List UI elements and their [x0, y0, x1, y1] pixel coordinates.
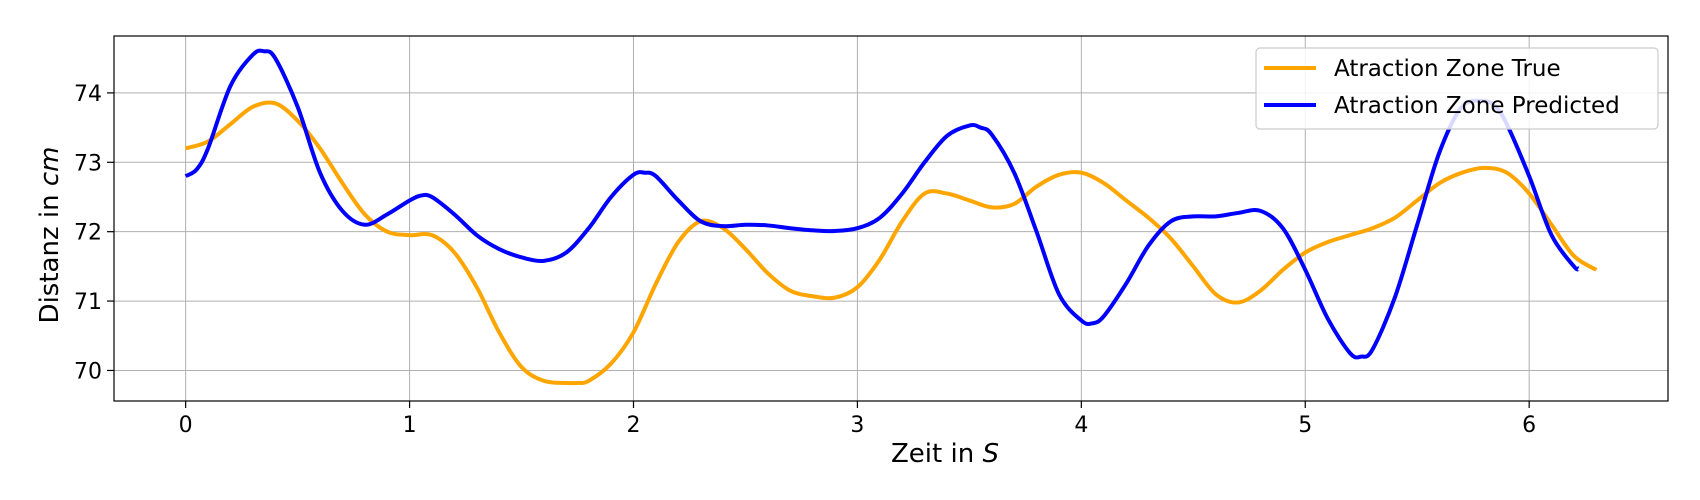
series-line-predicted: [184, 48, 1581, 360]
y-tick-label: 74: [74, 82, 102, 107]
y-tick-label: 73: [74, 151, 102, 176]
x-tick-label: 5: [1298, 413, 1312, 438]
legend: Atraction Zone True Atraction Zone Predi…: [1255, 47, 1659, 130]
series-line-true: [185, 100, 1598, 386]
legend-label-true: Atraction Zone True: [1334, 56, 1561, 82]
x-axis-label: Zeit in S: [891, 439, 999, 469]
y-tick-label: 72: [74, 221, 102, 246]
y-tick-label: 71: [74, 290, 102, 315]
plot-frame: [113, 35, 1669, 402]
x-axis: 0 1 2 3 4 5 6: [179, 401, 1536, 438]
y-axis-label: Distanz in cm: [35, 147, 65, 324]
x-tick-label: 0: [179, 413, 193, 438]
x-tick-label: 3: [850, 413, 864, 438]
y-tick-label: 70: [74, 359, 102, 384]
x-tick-label: 6: [1522, 413, 1536, 438]
x-tick-label: 4: [1074, 413, 1088, 438]
legend-label-predicted: Atraction Zone Predicted: [1334, 93, 1620, 119]
x-tick-label: 1: [403, 413, 417, 438]
legend-box: [1255, 47, 1659, 130]
series-layer: [184, 48, 1598, 386]
x-tick-label: 2: [626, 413, 640, 438]
y-axis: 70 71 72 73 74: [74, 82, 114, 384]
